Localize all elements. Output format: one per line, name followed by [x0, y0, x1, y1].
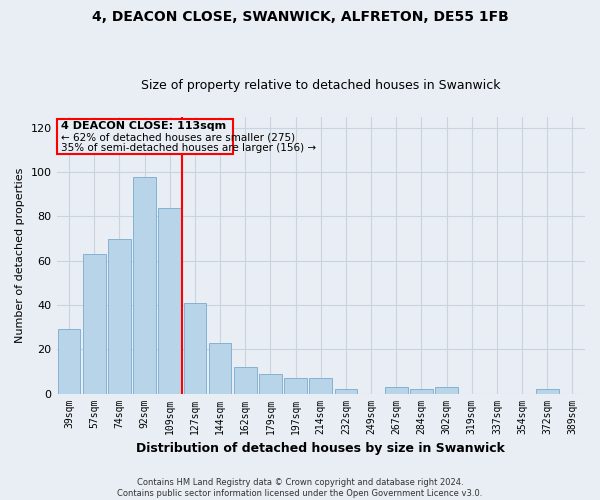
Bar: [108, 238, 131, 394]
Bar: [259, 374, 282, 394]
Bar: [158, 208, 181, 394]
X-axis label: Distribution of detached houses by size in Swanwick: Distribution of detached houses by size …: [136, 442, 505, 455]
Text: 4 DEACON CLOSE: 113sqm: 4 DEACON CLOSE: 113sqm: [61, 121, 226, 131]
Text: 4, DEACON CLOSE, SWANWICK, ALFRETON, DE55 1FB: 4, DEACON CLOSE, SWANWICK, ALFRETON, DE5…: [92, 10, 508, 24]
Bar: [335, 389, 357, 394]
Bar: [234, 367, 257, 394]
Text: ← 62% of detached houses are smaller (275): ← 62% of detached houses are smaller (27…: [61, 132, 295, 142]
Bar: [83, 254, 106, 394]
FancyBboxPatch shape: [57, 119, 233, 154]
Bar: [209, 342, 232, 394]
Bar: [435, 387, 458, 394]
Title: Size of property relative to detached houses in Swanwick: Size of property relative to detached ho…: [141, 79, 500, 92]
Bar: [133, 176, 156, 394]
Bar: [284, 378, 307, 394]
Text: 35% of semi-detached houses are larger (156) →: 35% of semi-detached houses are larger (…: [61, 144, 316, 154]
Y-axis label: Number of detached properties: Number of detached properties: [15, 168, 25, 343]
Bar: [58, 330, 80, 394]
Bar: [385, 387, 407, 394]
Bar: [536, 389, 559, 394]
Bar: [310, 378, 332, 394]
Bar: [410, 389, 433, 394]
Text: Contains HM Land Registry data © Crown copyright and database right 2024.
Contai: Contains HM Land Registry data © Crown c…: [118, 478, 482, 498]
Bar: [184, 303, 206, 394]
